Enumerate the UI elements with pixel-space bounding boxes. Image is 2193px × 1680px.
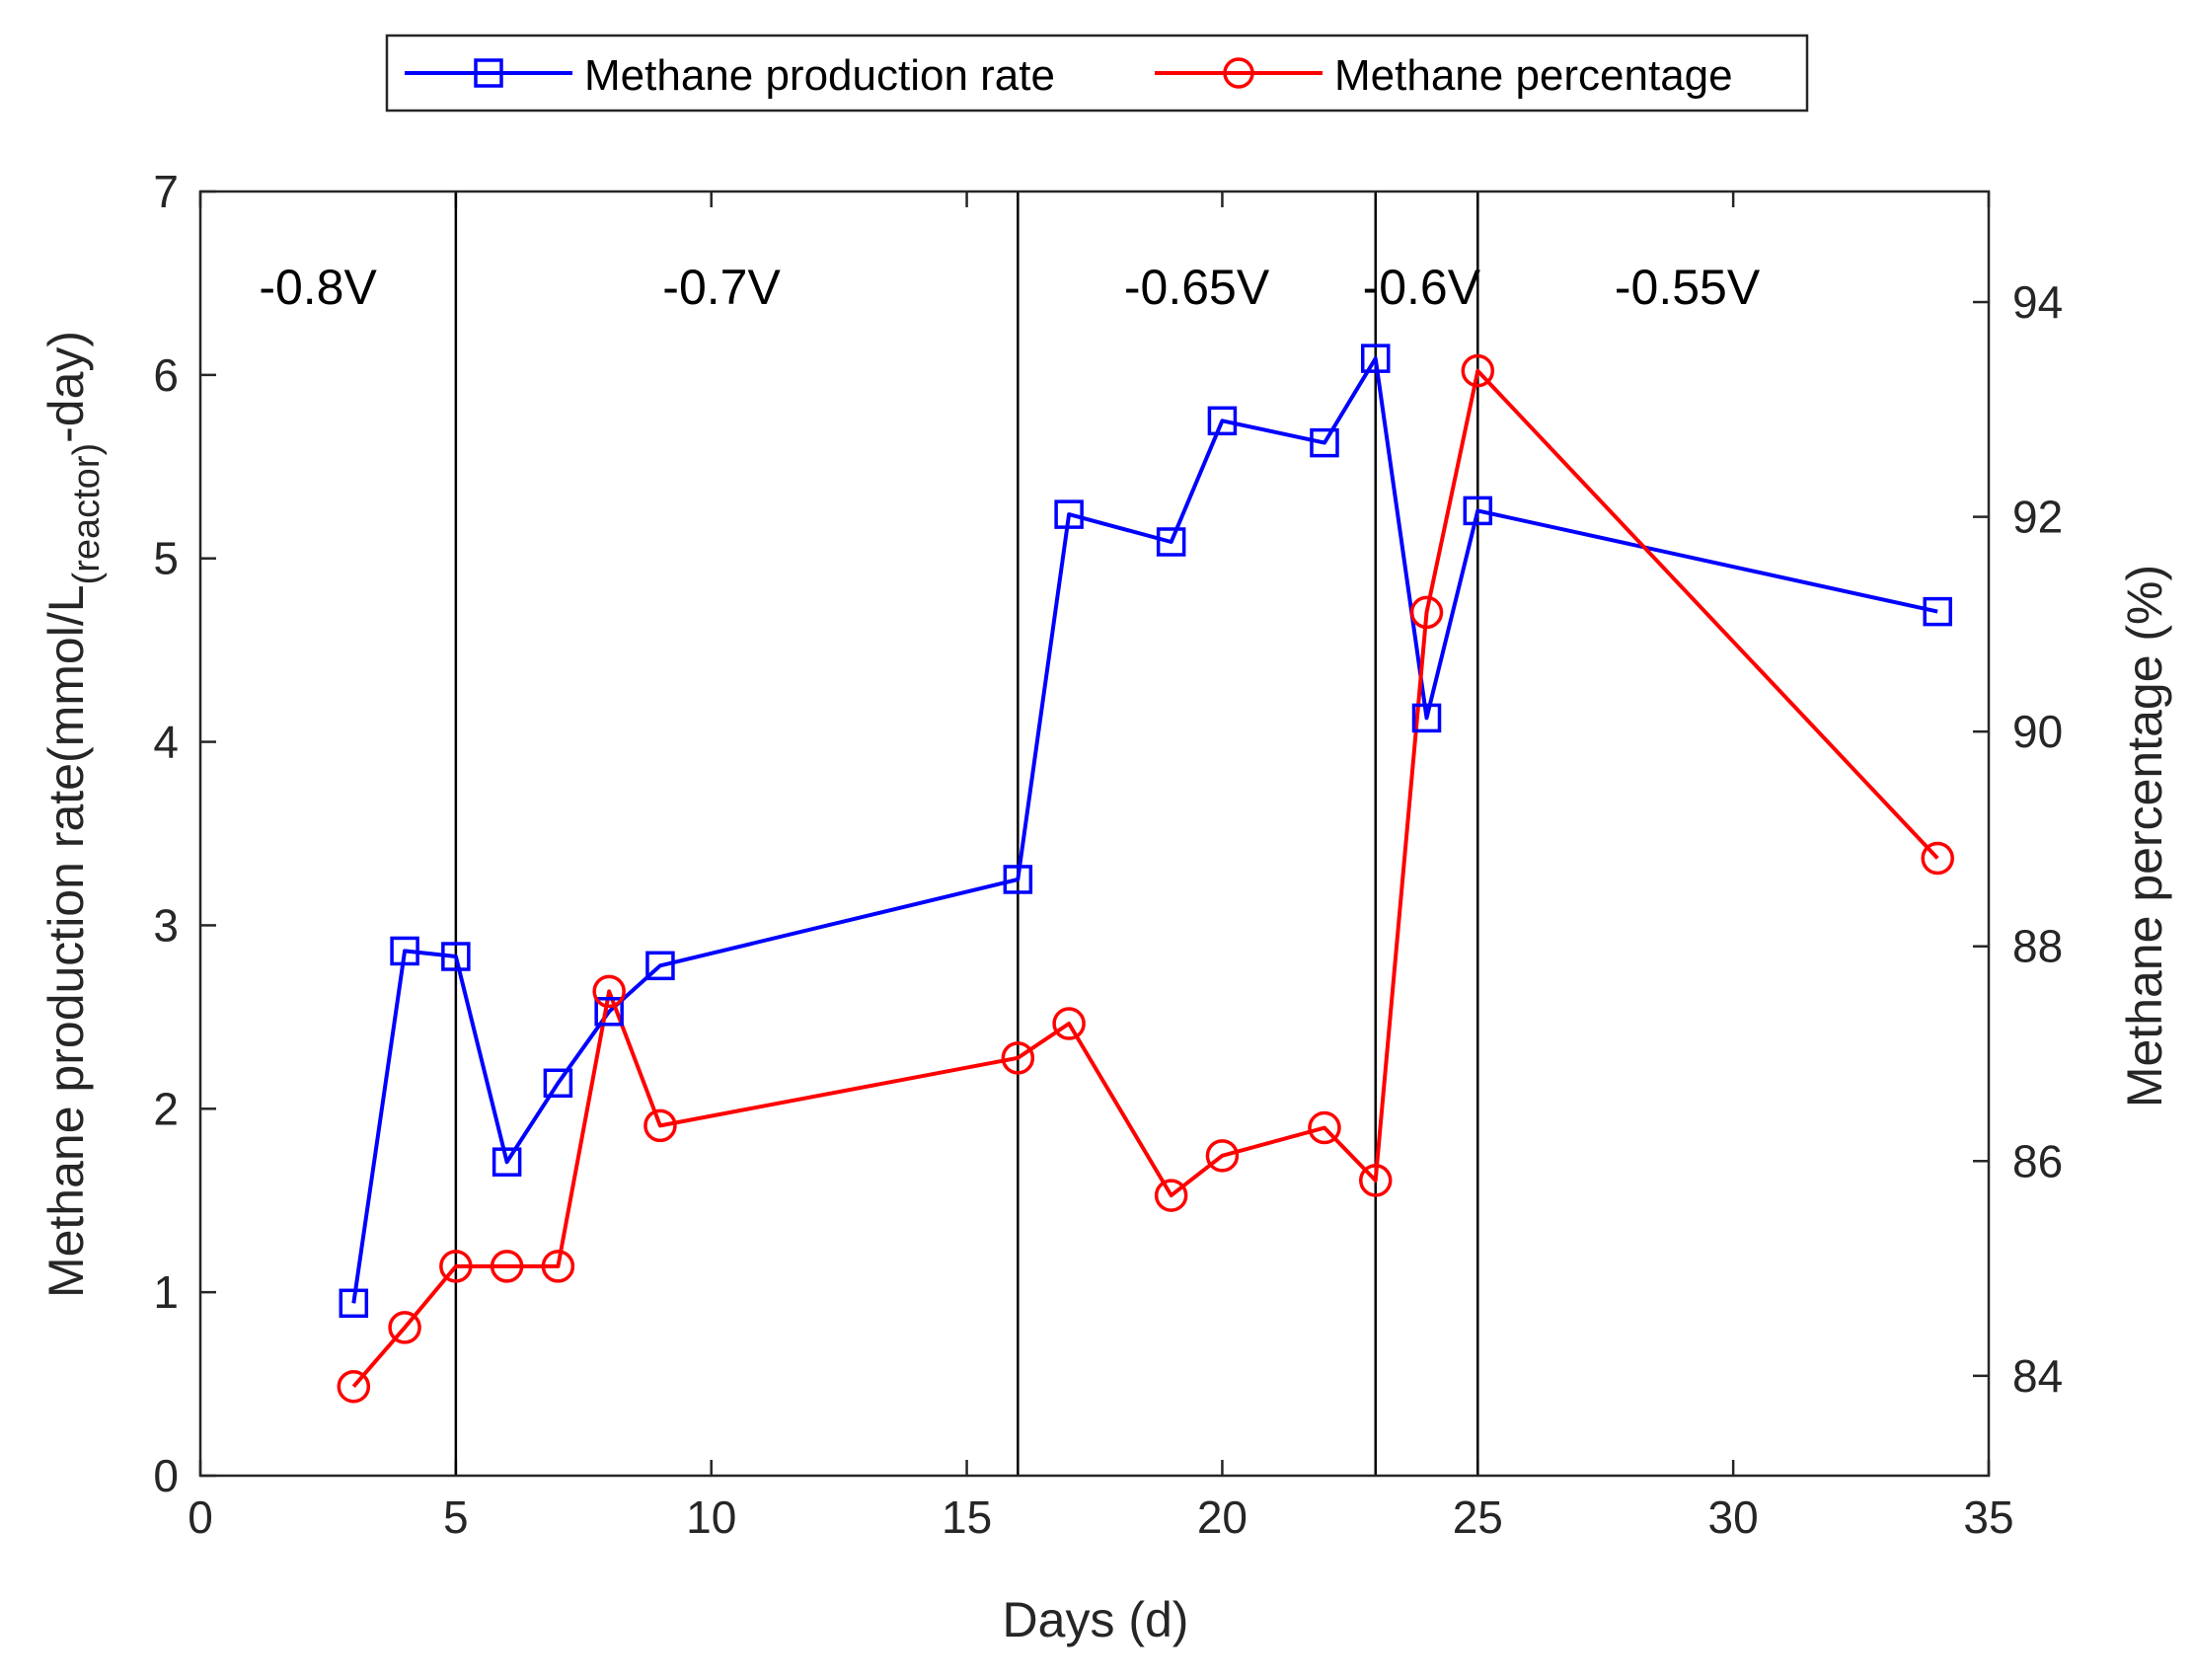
y-axis-left-title-suffix: -day)	[38, 331, 94, 443]
y-left-tick-label: 2	[153, 1083, 179, 1134]
production-rate-point	[1463, 496, 1493, 526]
x-tick-label: 25	[1453, 1491, 1503, 1543]
phase-label: -0.7V	[662, 260, 781, 315]
production-rate-point	[1923, 596, 1952, 627]
production-rate-point	[645, 951, 675, 981]
production-rate-point	[390, 936, 419, 966]
y-left-tick-label: 6	[153, 349, 179, 401]
percentage-point	[1154, 1179, 1188, 1212]
y-left-tick-label: 0	[153, 1450, 179, 1501]
y-left-tick-label: 7	[153, 166, 179, 217]
y-right-tick-label: 88	[2012, 921, 2063, 972]
production-rate-point	[1054, 499, 1084, 529]
y-right-tick-label: 84	[2012, 1350, 2063, 1402]
y-left-tick-label: 1	[153, 1266, 179, 1318]
y-axis-left-title-main: Methane production rate(mmol/L	[38, 584, 94, 1298]
y-left-tick-label: 4	[153, 717, 179, 768]
percentage-point	[1308, 1110, 1341, 1145]
percentage-point	[1052, 1007, 1086, 1040]
percentage-point	[337, 1369, 371, 1404]
plot-frame	[198, 190, 1991, 1478]
percentage-point	[1409, 595, 1444, 630]
phase-boundary-lines	[454, 191, 1479, 1476]
x-tick-label: 5	[443, 1491, 469, 1543]
percentage-point	[643, 1108, 677, 1143]
x-tick-label: 0	[188, 1491, 213, 1543]
series-lines	[351, 356, 1939, 1389]
percentage-point	[592, 974, 626, 1009]
series-markers	[337, 344, 1954, 1404]
y-left-tick-label: 5	[153, 533, 179, 584]
x-tick-label: 15	[942, 1491, 992, 1543]
phase-label: -0.6V	[1363, 260, 1481, 315]
y-right-tick-label: 86	[2012, 1135, 2063, 1186]
percentage-point	[490, 1250, 524, 1283]
production-rate-point	[1360, 344, 1391, 373]
percentage-point	[1358, 1164, 1393, 1197]
x-tick-label: 35	[1963, 1491, 2013, 1543]
percentage-line	[351, 368, 1939, 1389]
y-right-tick-label: 94	[2012, 276, 2063, 328]
y-axis-left-title-subscript: (reactor)	[66, 443, 108, 585]
phase-label: -0.65V	[1124, 260, 1270, 315]
percentage-point	[1205, 1139, 1240, 1173]
y-right-tick-label: 90	[2012, 706, 2063, 757]
percentage-point	[541, 1250, 575, 1283]
percentage-point	[388, 1311, 421, 1344]
x-tick-label: 20	[1197, 1491, 1248, 1543]
y-axis-left-title: Methane production rate(mmol/L(reactor)-…	[38, 331, 108, 1298]
production-rate-point	[1003, 865, 1033, 894]
percentage-point	[1921, 841, 1954, 876]
y-axis-right-title: Methane percentage (%)	[2117, 565, 2172, 1107]
percentage-point	[1461, 353, 1495, 388]
production-rate-point	[1310, 427, 1339, 458]
production-rate-point	[594, 997, 624, 1027]
tick-group: 0 5 10 15 20 25 30 35 0 1 2 3 4 5 6 7 84 86 88 90 92 94	[153, 166, 2063, 1543]
x-tick-label: 10	[686, 1491, 736, 1543]
production-rate-point	[441, 942, 471, 971]
legend-marker-circle	[1223, 57, 1254, 89]
legend-box	[385, 34, 1809, 113]
production-rate-point	[1411, 703, 1442, 733]
x-axis-title: Days (d)	[1003, 1592, 1189, 1647]
percentage-point	[439, 1250, 473, 1283]
percentage-point	[1001, 1041, 1035, 1075]
production-rate-point	[1207, 406, 1238, 436]
x-tick-label: 30	[1708, 1491, 1759, 1543]
y-right-tick-label: 92	[2012, 492, 2063, 543]
production-rate-point	[1156, 527, 1186, 557]
legend-marker-square	[474, 58, 503, 88]
production-rate-point	[339, 1288, 369, 1319]
production-rate-point	[543, 1068, 573, 1099]
production-rate-point	[492, 1147, 522, 1177]
phase-label: -0.8V	[259, 260, 377, 315]
legend-label-production-rate: Methane production rate	[584, 51, 1055, 100]
legend-label-percentage: Methane percentage	[1334, 51, 1733, 100]
production-rate-line	[351, 356, 1938, 1304]
legend: Methane production rate Methane percenta…	[385, 34, 1809, 113]
phase-labels: -0.8V -0.7V -0.65V -0.6V -0.55V	[259, 260, 1761, 315]
y-left-tick-label: 3	[153, 899, 179, 951]
phase-label: -0.55V	[1615, 260, 1761, 315]
